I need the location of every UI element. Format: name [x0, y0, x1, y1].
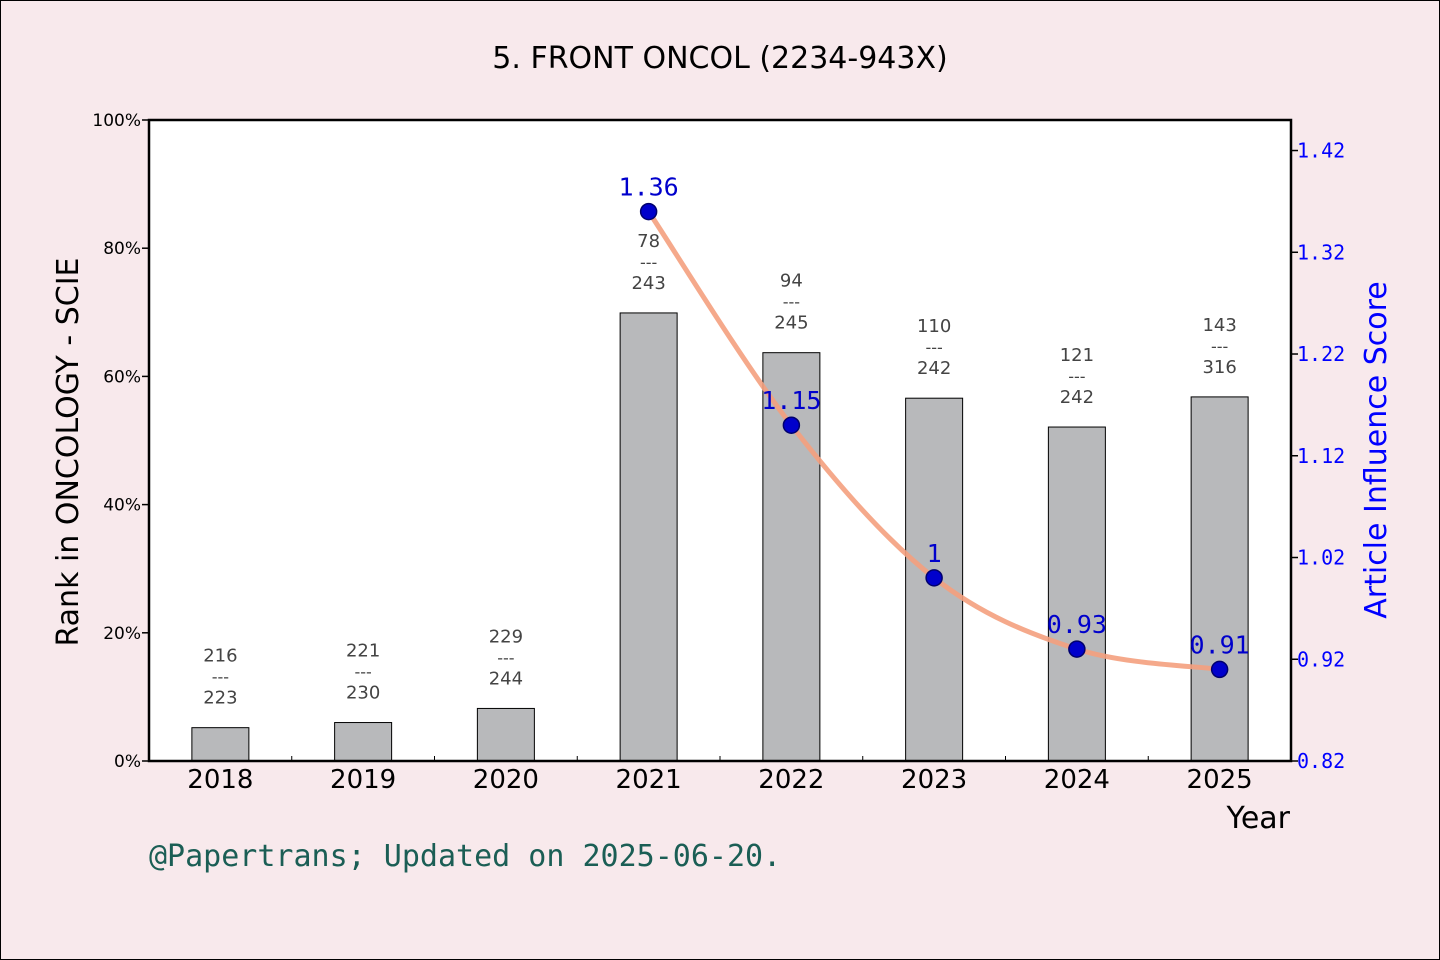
x-axis-label: Year — [1225, 801, 1290, 836]
bar-2021 — [619, 312, 678, 762]
total-label-2023: 242 — [917, 358, 951, 379]
y2-tick-label-6: 1.42 — [1297, 139, 1345, 163]
ais-point-2022 — [782, 416, 801, 434]
total-label-2019: 230 — [346, 683, 380, 704]
y-axis-label: Rank in ONCOLOGY - SCIE — [51, 257, 86, 646]
total-label-2022: 245 — [774, 313, 808, 334]
bar-2020 — [476, 707, 535, 762]
total-label-2025: 316 — [1202, 357, 1236, 378]
ais-label-2024: 0.93 — [1047, 610, 1107, 639]
total-label-2018: 223 — [203, 688, 237, 709]
ais-label-2023: 1 — [927, 539, 942, 568]
bar-2025 — [1190, 396, 1249, 762]
rank-sep-2023: --- — [925, 338, 942, 357]
total-label-2021: 243 — [631, 273, 665, 294]
rank-label-2018: 216 — [203, 646, 237, 667]
right-axis: 0.82 0.92 1.02 1.12 1.22 1.32 1.42 — [1291, 139, 1345, 773]
ais-point-2021 — [639, 202, 658, 221]
ais-point-2023 — [925, 569, 943, 587]
y2-tick-label-3: 1.12 — [1297, 444, 1345, 468]
x-tick-label-2020: 2020 — [473, 765, 539, 795]
ais-label-2022: 1.15 — [761, 386, 821, 415]
rank-label-2023: 110 — [917, 316, 951, 337]
rank-sep-2019: --- — [354, 663, 371, 682]
y-tick-label-4: 80% — [103, 239, 141, 259]
rank-sep-2018: --- — [212, 668, 229, 687]
y2-tick-label-1: 0.92 — [1297, 647, 1345, 671]
rank-label-2021: 78 — [637, 231, 660, 252]
x-axis: 2018 2019 2020 2021 2022 2023 2024 2025 — [187, 756, 1253, 795]
x-tick-label-2021: 2021 — [616, 765, 682, 795]
chart-title: 5. FRONT ONCOL (2234-943X) — [492, 41, 947, 76]
rank-label-2025: 143 — [1202, 315, 1236, 336]
y-tick-label-3: 60% — [103, 367, 141, 387]
x-tick-label-2019: 2019 — [330, 765, 396, 795]
y-tick-label-0: 0% — [114, 752, 141, 772]
ais-label-2025: 0.91 — [1190, 630, 1250, 659]
bar-2018 — [191, 727, 250, 762]
rank-sep-2022: --- — [783, 293, 800, 312]
bar-2024 — [1047, 426, 1106, 762]
y-tick-label-1: 20% — [103, 624, 141, 644]
left-axis: 0% 20% 40% 60% 80% 100% — [92, 111, 149, 772]
rank-label-2019: 221 — [346, 641, 380, 662]
x-tick-label-2018: 2018 — [187, 765, 253, 795]
x-tick-label-2025: 2025 — [1187, 765, 1253, 795]
y-tick-label-5: 100% — [92, 111, 141, 131]
y2-tick-label-0: 0.82 — [1297, 749, 1345, 773]
rank-sep-2025: --- — [1211, 337, 1228, 356]
ais-label-2021: 1.36 — [619, 173, 679, 202]
ais-line — [646, 209, 1223, 672]
rank-label-2020: 229 — [489, 626, 523, 647]
y2-tick-label-2: 1.02 — [1297, 546, 1345, 570]
rank-sep-2020: --- — [497, 648, 514, 667]
plot-area — [149, 120, 1291, 761]
ais-point-2025 — [1210, 660, 1229, 679]
y2-axis-label: Article Influence Score — [1359, 281, 1394, 619]
rank-sep-2024: --- — [1068, 367, 1085, 386]
y2-tick-label-4: 1.22 — [1297, 342, 1345, 366]
footer-note: @Papertrans; Updated on 2025-06-20. — [149, 839, 781, 874]
line-layer: 1.36 1.15 1 0.93 0.91 — [619, 173, 1250, 679]
bar-2019 — [334, 722, 393, 762]
y-tick-label-2: 40% — [103, 496, 141, 516]
x-tick-label-2024: 2024 — [1044, 765, 1110, 795]
total-label-2024: 242 — [1060, 387, 1094, 408]
ais-point-2024 — [1068, 640, 1086, 658]
rank-label-2024: 121 — [1060, 345, 1094, 366]
total-label-2020: 244 — [489, 668, 523, 689]
rank-label-2022: 94 — [780, 271, 803, 292]
x-tick-label-2023: 2023 — [901, 765, 967, 795]
rank-sep-2021: --- — [640, 253, 657, 272]
x-tick-label-2022: 2022 — [758, 765, 824, 795]
y2-tick-label-5: 1.32 — [1297, 240, 1345, 264]
